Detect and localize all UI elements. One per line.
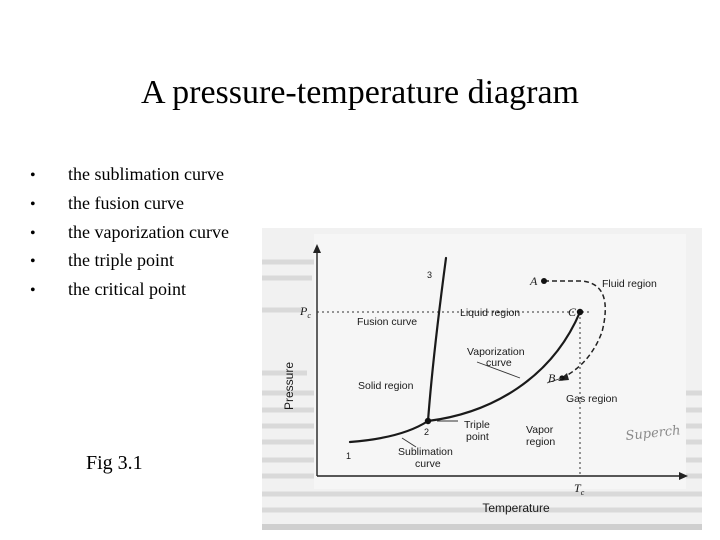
bullet-text: the triple point: [68, 250, 174, 271]
bullet-item: • the triple point: [30, 246, 229, 275]
scan-bottom-shadow: [262, 524, 702, 530]
y-tick-subscript: c: [307, 311, 311, 320]
y-tick-pc: Pc: [299, 304, 311, 320]
bullet-text: the fusion curve: [68, 192, 184, 213]
gas-region-label: Gas region: [566, 393, 618, 405]
vapor-region-label-1: Vapor: [526, 424, 554, 436]
triple-point-label-1: Triple: [464, 419, 490, 431]
bullet-text: the critical point: [68, 279, 186, 300]
bullet-item: • the sublimation curve: [30, 160, 229, 189]
x-axis-arrow-icon: [679, 472, 688, 480]
bullet-icon: •: [30, 224, 36, 242]
phase-curves: [348, 256, 582, 444]
y-axis-label: Pressure: [282, 362, 296, 410]
fluid-region-label: Fluid region: [602, 278, 657, 290]
bullet-text: the sublimation curve: [68, 164, 224, 184]
point-a-marker: [541, 278, 547, 284]
x-tick-tc: Tc: [574, 481, 585, 497]
liquid-region-label: Liquid region: [460, 307, 520, 319]
y-tick-symbol: P: [299, 304, 308, 318]
point-3-label: 3: [427, 270, 432, 280]
fusion-curve-label: Fusion curve: [357, 316, 417, 328]
supercritical-dashed-path: [544, 280, 606, 379]
pt-diagram-figure: Pressure Temperature Pc Tc Fusion curve …: [262, 228, 702, 530]
sublimation-curve: [348, 419, 430, 444]
vaporization-curve-label-1: Vaporization: [467, 346, 525, 358]
leader-lines: [401, 361, 563, 448]
bullet-icon: •: [30, 167, 36, 184]
vaporization-curve: [426, 310, 582, 423]
pt-diagram-svg: Pressure Temperature Pc Tc Fusion curve …: [262, 228, 702, 530]
y-axis-arrow-icon: [313, 244, 321, 253]
solid-region-label: Solid region: [358, 380, 414, 392]
point-b-marker: [559, 375, 565, 381]
bullet-list: • the sublimation curve • the fusion curve…: [30, 160, 229, 304]
point-2-label: 2: [424, 427, 429, 437]
bullet-text: the vaporization curve: [68, 221, 229, 242]
critical-reference-lines: [317, 311, 592, 476]
plot-area: [314, 234, 686, 489]
critical-point-marker: [576, 308, 584, 316]
x-tick-symbol: T: [574, 481, 582, 495]
axes: [316, 250, 682, 477]
vapor-region-label-2: region: [526, 436, 555, 448]
bullet-icon: •: [30, 195, 36, 213]
bullet-icon: •: [30, 282, 36, 300]
bullet-item: • the fusion curve: [30, 189, 229, 218]
slide-title: A pressure-temperature diagram: [140, 74, 580, 111]
point-1-label: 1: [346, 451, 351, 461]
x-tick-subscript: c: [581, 488, 585, 497]
point-b-label: B: [548, 371, 556, 385]
bullet-item: • the vaporization curve: [30, 218, 229, 247]
bullet-icon: •: [30, 253, 36, 271]
vaporization-curve-label-2: curve: [486, 357, 512, 369]
sublimation-curve-label-1: Sublimation: [398, 446, 453, 458]
point-a-label: A: [529, 274, 538, 288]
point-c-label: C: [568, 305, 577, 319]
triple-point-label-2: point: [466, 431, 489, 443]
bullet-item: • the critical point: [30, 275, 229, 304]
fusion-curve: [426, 256, 448, 423]
triple-point-marker: [424, 417, 432, 425]
figure-caption: Fig 3.1: [86, 452, 143, 474]
handwritten-watermark: Superch: [625, 423, 681, 444]
x-axis-label: Temperature: [482, 501, 550, 515]
sublimation-curve-label-2: curve: [415, 458, 441, 470]
